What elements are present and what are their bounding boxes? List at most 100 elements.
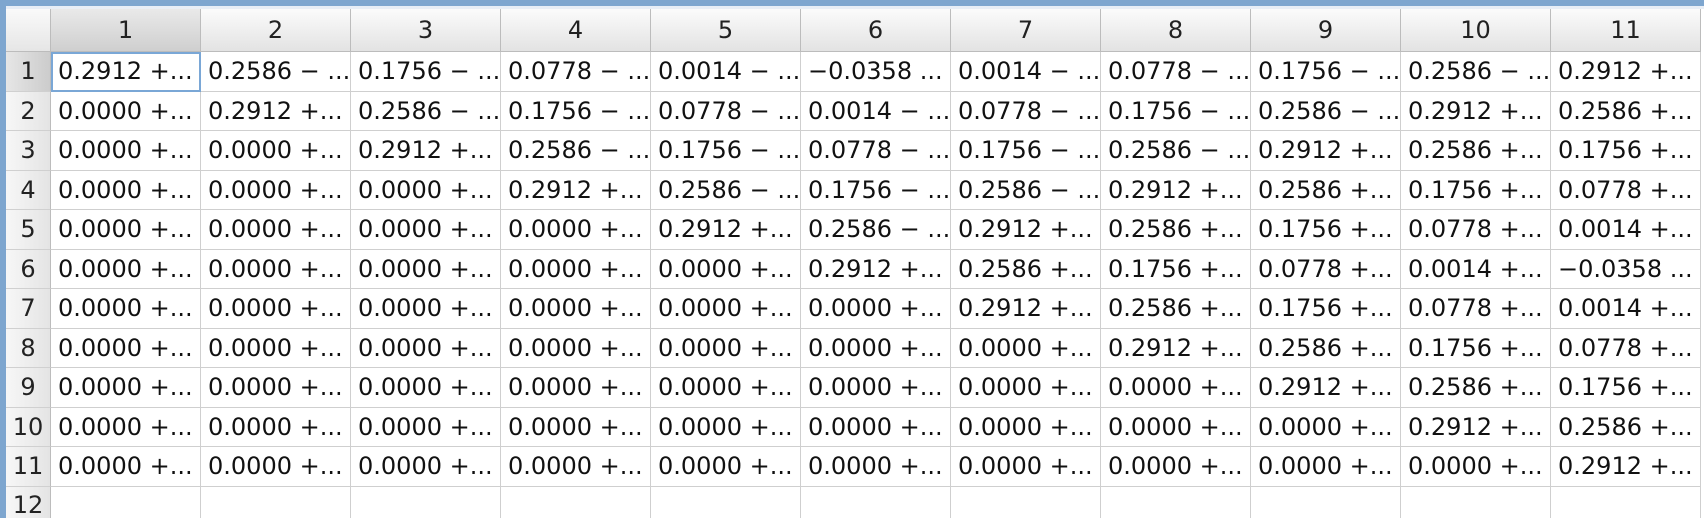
table-cell[interactable]: 0.0000 +... (201, 210, 351, 250)
table-cell[interactable]: 0.0000 +... (201, 407, 351, 447)
table-cell[interactable]: 0.0000 +... (651, 368, 801, 408)
table-cell[interactable]: 0.0000 +... (51, 170, 201, 210)
table-cell[interactable]: 0.0000 +... (51, 131, 201, 171)
table-cell[interactable]: 0.2912 +... (351, 131, 501, 171)
table-cell[interactable]: 0.1756 +... (1251, 289, 1401, 329)
table-cell[interactable]: −0.0358 ... (1551, 249, 1701, 289)
table-cell[interactable]: 0.0000 +... (51, 368, 201, 408)
table-cell[interactable]: 0.0000 +... (501, 328, 651, 368)
table-cell[interactable]: 0.1756 +... (1101, 249, 1251, 289)
table-cell[interactable]: 0.2586 +... (1101, 289, 1251, 329)
table-cell[interactable]: 0.0000 +... (951, 328, 1101, 368)
table-cell[interactable]: 0.0000 +... (501, 289, 651, 329)
table-cell[interactable]: 0.2586 − ... (951, 170, 1101, 210)
table-cell[interactable]: 0.0000 +... (201, 249, 351, 289)
table-cell[interactable]: 0.2586 +... (951, 249, 1101, 289)
table-cell[interactable]: 0.2912 +... (801, 249, 951, 289)
spreadsheet-grid[interactable]: 1 2 3 4 5 6 7 8 9 10 11 1 0.2912 +... 0.2586 − ... 0.1… (6, 9, 1701, 518)
table-cell[interactable]: 0.0000 +... (651, 328, 801, 368)
table-cell[interactable]: 0.0000 +... (351, 249, 501, 289)
table-cell[interactable]: 0.2586 − ... (501, 131, 651, 171)
table-cell[interactable]: 0.0000 +... (201, 289, 351, 329)
table-cell[interactable]: 0.0000 +... (651, 289, 801, 329)
table-cell[interactable]: 0.2586 +... (1551, 91, 1701, 131)
column-header-1[interactable]: 1 (51, 9, 201, 52)
table-cell[interactable]: 0.0014 +... (1551, 210, 1701, 250)
table-cell[interactable]: 0.0000 +... (801, 368, 951, 408)
table-cell[interactable]: 0.2912 +... (501, 170, 651, 210)
table-cell[interactable]: 0.0000 +... (201, 170, 351, 210)
table-cell[interactable]: 0.2586 +... (1101, 210, 1251, 250)
table-cell[interactable]: 0.1756 − ... (351, 52, 501, 92)
table-cell[interactable]: 0.0000 +... (51, 289, 201, 329)
table-cell[interactable]: 0.1756 − ... (501, 91, 651, 131)
table-cell-empty[interactable] (801, 486, 951, 518)
column-header-3[interactable]: 3 (351, 9, 501, 52)
table-cell[interactable]: 0.0000 +... (1101, 368, 1251, 408)
table-cell-empty[interactable] (201, 486, 351, 518)
table-cell[interactable]: 0.0000 +... (501, 368, 651, 408)
column-header-10[interactable]: 10 (1401, 9, 1551, 52)
table-cell[interactable]: 0.2912 +... (1101, 170, 1251, 210)
column-header-2[interactable]: 2 (201, 9, 351, 52)
table-cell[interactable]: 0.0000 +... (51, 328, 201, 368)
table-cell[interactable]: 0.2586 +... (1401, 368, 1551, 408)
table-cell[interactable]: 0.0778 − ... (801, 131, 951, 171)
table-cell[interactable]: 0.2912 +... (1251, 131, 1401, 171)
table-cell[interactable]: 0.0000 +... (351, 447, 501, 487)
table-cell[interactable]: 0.2586 +... (1551, 407, 1701, 447)
column-header-9[interactable]: 9 (1251, 9, 1401, 52)
table-cell[interactable]: 0.2586 − ... (1101, 131, 1251, 171)
table-cell[interactable]: 0.1756 − ... (1101, 91, 1251, 131)
table-cell[interactable]: 0.2912 +... (1401, 91, 1551, 131)
table-cell[interactable]: 0.0014 − ... (951, 52, 1101, 92)
table-cell-empty[interactable] (51, 486, 201, 518)
table-cell[interactable]: 0.0000 +... (51, 210, 201, 250)
table-cell[interactable]: 0.0000 +... (951, 407, 1101, 447)
table-cell[interactable]: 0.2586 − ... (801, 210, 951, 250)
table-cell-empty[interactable] (501, 486, 651, 518)
table-cell-empty[interactable] (351, 486, 501, 518)
row-header-1[interactable]: 1 (6, 52, 51, 92)
table-cell[interactable]: 0.2586 +... (1401, 131, 1551, 171)
table-cell[interactable]: 0.0000 +... (651, 447, 801, 487)
table-cell[interactable]: 0.0000 +... (51, 407, 201, 447)
row-header-10[interactable]: 10 (6, 407, 51, 447)
table-cell[interactable]: 0.0778 − ... (651, 91, 801, 131)
table-cell[interactable]: 0.0778 − ... (501, 52, 651, 92)
table-cell[interactable]: 0.0000 +... (201, 328, 351, 368)
table-cell[interactable]: 0.1756 +... (1551, 368, 1701, 408)
table-cell[interactable]: 0.2912 +... (1551, 52, 1701, 92)
table-cell[interactable]: 0.0000 +... (1401, 447, 1551, 487)
table-cell[interactable]: 0.0014 − ... (801, 91, 951, 131)
grid-corner-header[interactable] (6, 9, 51, 52)
row-header-11[interactable]: 11 (6, 447, 51, 487)
table-cell[interactable]: 0.1756 − ... (951, 131, 1101, 171)
table-cell[interactable]: 0.0778 +... (1401, 289, 1551, 329)
table-cell[interactable]: 0.0000 +... (801, 328, 951, 368)
table-cell[interactable]: 0.0778 +... (1551, 170, 1701, 210)
table-cell[interactable]: 0.0000 +... (501, 447, 651, 487)
table-cell[interactable]: 0.0000 +... (801, 289, 951, 329)
table-cell-empty[interactable] (651, 486, 801, 518)
table-cell[interactable]: 0.0014 +... (1401, 249, 1551, 289)
table-cell[interactable]: 0.0778 +... (1251, 249, 1401, 289)
table-cell[interactable]: 0.0000 +... (501, 407, 651, 447)
table-cell[interactable]: 0.1756 − ... (1251, 52, 1401, 92)
table-cell[interactable]: 0.0014 − ... (651, 52, 801, 92)
table-cell[interactable]: 0.2912 +... (951, 289, 1101, 329)
table-cell[interactable]: 0.0778 − ... (951, 91, 1101, 131)
table-cell-empty[interactable] (1101, 486, 1251, 518)
table-cell[interactable]: 0.0000 +... (951, 368, 1101, 408)
table-cell[interactable]: 0.0000 +... (1101, 447, 1251, 487)
table-cell[interactable]: 0.0000 +... (51, 447, 201, 487)
table-cell[interactable]: 0.2586 − ... (651, 170, 801, 210)
table-cell[interactable]: 0.0000 +... (1251, 447, 1401, 487)
table-cell[interactable]: 0.0000 +... (351, 328, 501, 368)
table-cell-empty[interactable] (951, 486, 1101, 518)
column-header-11[interactable]: 11 (1551, 9, 1701, 52)
table-cell[interactable]: 0.0000 +... (651, 249, 801, 289)
table-cell[interactable]: −0.0358 ... (801, 52, 951, 92)
table-cell[interactable]: 0.0000 +... (1101, 407, 1251, 447)
table-cell[interactable]: 0.2912 +... (201, 91, 351, 131)
